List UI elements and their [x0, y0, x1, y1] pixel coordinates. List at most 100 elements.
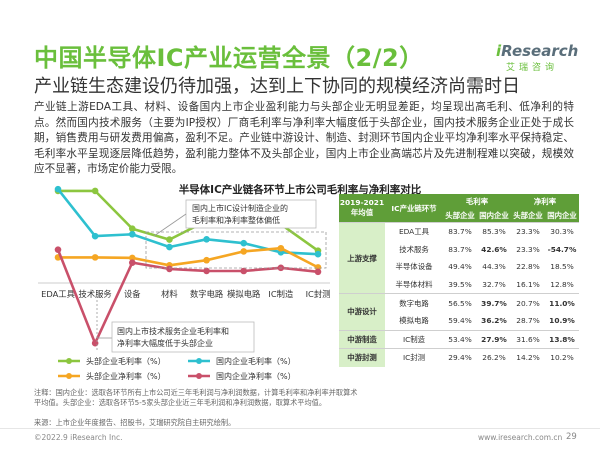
table-cell-stage: 半导体材料: [395, 280, 433, 290]
table-row: 中游封测 IC封测 29.4% 26.2% 14.2% 10.2%: [339, 348, 579, 367]
table-cell-stage: EDA工具: [385, 221, 443, 241]
legend-swatch-dot-0: [66, 358, 72, 364]
table-group-label: 中游封测: [339, 348, 385, 367]
table-cell-net-head: 28.7%: [516, 316, 540, 326]
footer-divider: [0, 428, 600, 429]
header-period: 2019-2021年均值: [339, 194, 385, 223]
table-cell-stage: IC封测: [385, 348, 443, 367]
x-tick-label: EDA工具: [41, 289, 75, 299]
table-cell-gross-domestic: 32.7%: [482, 280, 506, 290]
series-point-3: [240, 267, 248, 275]
series-point-1: [203, 236, 210, 243]
header-stage: IC产业链环节: [385, 194, 443, 223]
series-point-1: [128, 230, 136, 238]
series-point-3: [314, 268, 322, 276]
series-point-1: [314, 250, 322, 258]
series-point-2: [277, 244, 285, 252]
annotation-text-2-line: 国内上市技术服务企业毛利率和: [117, 326, 229, 336]
table-cell-net-domestic: -54.7%: [547, 244, 577, 254]
body-paragraph: 产业链上游EDA工具、材料、设备国内上市企业盈利能力与头部企业无明显差距，均呈现…: [34, 101, 574, 175]
header-net: 净利率: [511, 194, 579, 208]
series-point-0: [166, 236, 173, 243]
table-cell-stage: 技术服务: [399, 244, 429, 254]
table-cell-stage: 半导体设备: [395, 262, 433, 272]
source: 来源：上市企业年度报告、招股书，艾瑞研究院自主研究绘制。: [34, 418, 236, 427]
table-cell-net-domestic: 13.8%: [545, 329, 579, 349]
table-cell-gross-head: 59.4%: [448, 316, 472, 326]
margin-table: 2019-2021年均值 IC产业链环节 毛利率 净利率 头部企业 国内企业 头…: [339, 194, 579, 367]
table-cell-net-domestic: 18.5%: [550, 262, 574, 272]
table-row: 模拟电路 59.4% 36.2% 28.7% 10.9%: [339, 312, 579, 330]
table-cell-gross-domestic: 42.6%: [481, 244, 507, 254]
sub-head-net: 头部企业: [511, 208, 545, 223]
annotation-pointer-1: [153, 213, 187, 237]
series-point-3: [203, 267, 210, 275]
table-cell-gross-head: 56.5%: [443, 293, 477, 312]
table-cell-gross-domestic: 85.3%: [477, 221, 511, 241]
x-tick-label: 模拟电路: [227, 289, 261, 299]
series-point-0: [91, 187, 99, 195]
header-gross: 毛利率: [443, 194, 511, 208]
table-cell-gross-head: 83.7%: [448, 244, 472, 254]
series-point-3: [91, 339, 99, 347]
annotation-text-2: 国内上市技术服务企业毛利率和净利率大幅度低于头部企业: [117, 326, 229, 348]
table-cell-gross-domestic: 44.3%: [482, 262, 506, 272]
table-cell-gross-head: 29.4%: [443, 348, 477, 367]
series-point-2: [203, 256, 210, 264]
series-point-2: [240, 248, 248, 255]
table-cell-net-domestic: 10.2%: [545, 348, 579, 367]
annotation-text-1-line: 毛利率和净利率整体偏低: [192, 215, 280, 225]
series-point-2: [128, 254, 136, 262]
table-group-label: 上游支撑: [339, 221, 385, 294]
legend-swatch-dot-2: [66, 373, 72, 379]
table-cell-net-domestic: 11.0%: [545, 293, 579, 312]
series-line-1: [56, 188, 319, 256]
table-row: 中游设计 数字电路 56.5% 39.7% 20.7% 11.0%: [339, 293, 579, 331]
table-cell-gross-domestic: 26.2%: [477, 348, 511, 367]
legend-swatch-dot-1: [196, 358, 202, 364]
plot-area: EDA工具 技术服务 设备 材料 数字电路 模拟电路 IC制造 IC封测 国内上市IC设计制造企…: [38, 185, 330, 381]
table-header-row: 2019-2021年均值 IC产业链环节 毛利率 净利率: [339, 194, 579, 223]
table-cell-gross-domestic: 39.7%: [477, 293, 511, 312]
table-cell-net-domestic: 10.9%: [549, 316, 575, 326]
series-point-1: [91, 232, 99, 240]
table-cell-stage: 模拟电路: [399, 316, 429, 326]
table-row: 上游支撑 EDA工具 83.7% 85.3% 23.3% 30.3%: [339, 221, 579, 294]
x-tick-label: 材料: [161, 289, 178, 299]
x-tick-label: 技术服务: [79, 289, 112, 299]
table-cell-stage: 数字电路: [385, 293, 443, 312]
series-point-1: [166, 243, 173, 251]
table-cell-gross-head: 49.4%: [448, 262, 472, 272]
legend-label-0: 头部企业毛利率（%）: [86, 356, 166, 366]
table-cell-net-head: 22.8%: [516, 262, 540, 272]
table-cell-gross-head: 83.7%: [443, 221, 477, 241]
table-cell-gross-head: 53.4%: [443, 329, 477, 349]
sub-domestic-net: 国内企业: [545, 208, 579, 223]
table-row: 技术服务 83.7% 42.6% 23.3% -54.7%: [339, 241, 579, 259]
x-tick-label: 数字电路: [190, 289, 224, 299]
table-row: 半导体设备 49.4% 44.3% 22.8% 18.5%: [339, 258, 579, 276]
table-cell-net-domestic: 12.8%: [550, 280, 574, 290]
sub-head-gross: 头部企业: [443, 208, 477, 223]
series-point-3: [166, 265, 173, 273]
series-point-3: [128, 259, 136, 266]
annotation-text-1-line: 国内上市IC设计制造企业的: [192, 203, 288, 213]
table-cell-net-domestic: 30.3%: [545, 221, 579, 241]
table-cell-stage: IC制造: [385, 329, 443, 349]
annotation-box-2: [111, 321, 255, 353]
chart-title: 半导体IC产业链各环节上市公司毛利率与净利率对比: [178, 184, 422, 196]
series-line-2: [58, 246, 319, 269]
series-point-1: [240, 239, 248, 247]
table-subheader-row: 头部企业 国内企业 头部企业 国内企业: [339, 208, 579, 223]
table-row: 中游制造 IC制造 53.4% 27.9% 31.6% 13.8%: [339, 329, 579, 349]
annotation-box-1: [185, 199, 317, 229]
annotation-text-1: 国内上市IC设计制造企业的毛利率和净利率整体偏低: [192, 203, 288, 225]
table-cell-net-head: 23.3%: [516, 244, 540, 254]
series-point-1: [54, 185, 62, 193]
table-group-label: 中游设计: [339, 293, 385, 331]
table-cell-net-head: 14.2%: [511, 348, 545, 367]
legend-label-2: 头部企业净利率（%）: [86, 371, 166, 381]
brand-cn: 艾瑞咨询: [506, 63, 559, 73]
annotation-text-2-line: 净利率大幅度低于头部企业: [117, 338, 213, 348]
